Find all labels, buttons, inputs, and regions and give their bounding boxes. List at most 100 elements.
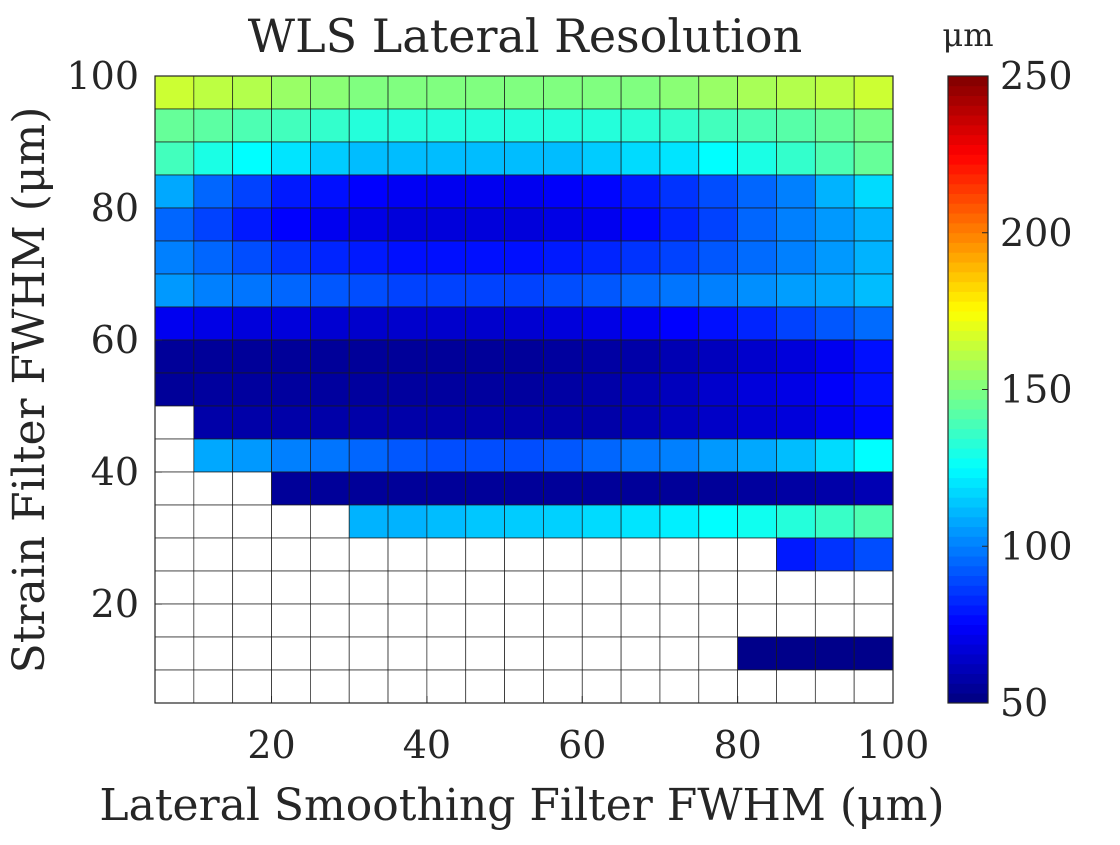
- heatmap-cell: [737, 306, 777, 341]
- heatmap-cell: [698, 636, 738, 671]
- heatmap-cell: [543, 207, 583, 242]
- heatmap-cell: [543, 405, 583, 440]
- heatmap-cell: [310, 504, 350, 539]
- heatmap-cell: [853, 405, 894, 440]
- heatmap-cell: [581, 438, 622, 473]
- heatmap-cell: [465, 306, 505, 341]
- heatmap-cell: [465, 405, 505, 440]
- heatmap-cell: [776, 306, 816, 341]
- heatmap-cell: [853, 207, 894, 242]
- heatmap-cell: [659, 174, 700, 209]
- colorbar-segment: [948, 193, 988, 204]
- heatmap-cell: [581, 174, 622, 209]
- colorbar-segment: [948, 124, 988, 136]
- heatmap-cell: [193, 405, 234, 440]
- colorbar-segment: [948, 340, 988, 351]
- colorbar-segment: [948, 222, 988, 234]
- heatmap-cell: [853, 240, 894, 275]
- heatmap-cell: [154, 405, 195, 440]
- heatmap-cell: [232, 504, 272, 539]
- colorbar-segment: [948, 252, 988, 263]
- heatmap-cell: [232, 405, 272, 440]
- heatmap-cell: [737, 273, 777, 308]
- heatmap-cell: [620, 75, 661, 110]
- heatmap-cell: [232, 174, 272, 209]
- colorbar-segment: [948, 360, 988, 371]
- heatmap-cell: [271, 372, 311, 407]
- heatmap-cell: [620, 669, 661, 704]
- heatmap-cell: [659, 438, 700, 473]
- colorbar-segment: [948, 585, 988, 596]
- heatmap-cell: [581, 273, 622, 308]
- heatmap-cell: [698, 75, 738, 110]
- colorbar-segment: [948, 673, 988, 684]
- heatmap-cell: [310, 405, 350, 440]
- x-tick-label: 40: [403, 723, 451, 767]
- colorbar-segment: [948, 663, 988, 675]
- heatmap-cell: [581, 504, 622, 539]
- heatmap-cell: [737, 603, 777, 638]
- heatmap-cell: [310, 636, 350, 671]
- colorbar-segment: [948, 516, 988, 528]
- colorbar-segment: [948, 477, 988, 488]
- heatmap-cell: [853, 471, 894, 506]
- heatmap-cell: [814, 75, 855, 110]
- heatmap-cell: [620, 306, 661, 341]
- heatmap-cell: [387, 438, 428, 473]
- heatmap-cell: [465, 636, 505, 671]
- heatmap-cell: [426, 174, 467, 209]
- heatmap-cell: [776, 141, 816, 176]
- heatmap-cell: [154, 141, 195, 176]
- heatmap-cell: [814, 570, 855, 605]
- heatmap-cell: [348, 273, 389, 308]
- heatmap-cell: [465, 504, 505, 539]
- heatmap-cell: [698, 570, 738, 605]
- y-tick-label: 40: [91, 450, 139, 494]
- heatmap-cell: [853, 504, 894, 539]
- heatmap-cell: [426, 438, 467, 473]
- colorbar-tick-label: 200: [1000, 211, 1073, 255]
- heatmap-cell: [154, 372, 195, 407]
- heatmap-cell: [426, 75, 467, 110]
- colorbar-segment: [948, 154, 988, 165]
- heatmap-cell: [154, 537, 195, 572]
- heatmap-cell: [465, 339, 505, 374]
- heatmap-cell: [232, 636, 272, 671]
- heatmap-cell: [698, 438, 738, 473]
- heatmap-cell: [543, 273, 583, 308]
- heatmap-cell: [271, 339, 311, 374]
- heatmap-cell: [465, 669, 505, 704]
- heatmap-cell: [698, 339, 738, 374]
- heatmap-cell: [659, 306, 700, 341]
- y-axis-ticks: 20 40 60 80 100: [66, 54, 162, 626]
- heatmap-cell: [737, 570, 777, 605]
- heatmap-cell: [504, 570, 544, 605]
- colorbar-segment: [948, 605, 988, 616]
- heatmap-cell: [271, 306, 311, 341]
- heatmap-cell: [271, 537, 311, 572]
- colorbar-segment: [948, 575, 988, 586]
- heatmap-cell: [504, 636, 544, 671]
- heatmap-cell: [814, 273, 855, 308]
- heatmap-cell: [776, 339, 816, 374]
- heatmap-cell: [348, 339, 389, 374]
- heatmap-cell: [543, 75, 583, 110]
- heatmap-cell: [776, 570, 816, 605]
- heatmap-cell: [737, 75, 777, 110]
- heatmap-cell: [387, 372, 428, 407]
- heatmap-cell: [853, 438, 894, 473]
- heatmap-cell: [271, 75, 311, 110]
- x-tick-label: 100: [857, 723, 930, 767]
- heatmap-cell: [504, 504, 544, 539]
- heatmap-cell: [620, 141, 661, 176]
- heatmap-cell: [776, 174, 816, 209]
- heatmap-cell: [581, 372, 622, 407]
- colorbar-tick-label: 150: [1000, 368, 1073, 412]
- heatmap-cell: [543, 570, 583, 605]
- heatmap-cell: [271, 603, 311, 638]
- heatmap-cell: [426, 240, 467, 275]
- x-tick-label: 20: [247, 723, 295, 767]
- heatmap-cell: [853, 570, 894, 605]
- heatmap-cell: [348, 504, 389, 539]
- heatmap-cell: [465, 570, 505, 605]
